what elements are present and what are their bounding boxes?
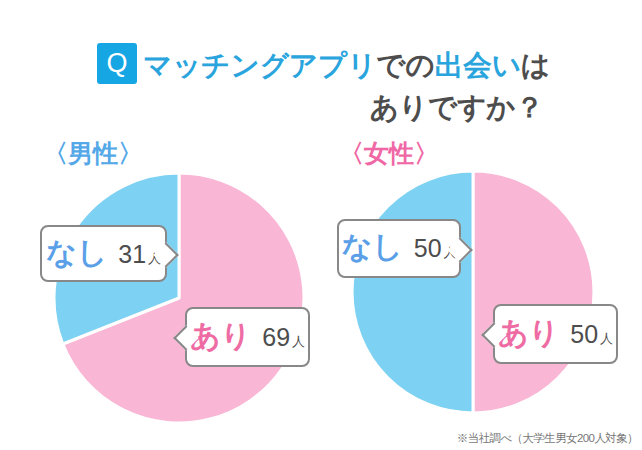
callout-women-ari: あり 50 人: [493, 304, 618, 364]
callout-label: あり: [190, 309, 251, 363]
callout-value: 50: [414, 234, 442, 263]
callout-value: 69: [262, 323, 290, 352]
chart-heading-men: 〈男性〉: [43, 137, 143, 170]
title-part-0: マッチングアプリ: [143, 49, 376, 81]
pie-chart-men: [50, 169, 308, 427]
chart-heading-women: 〈女性〉: [339, 137, 439, 170]
question-title: マッチングアプリでの出会いは ありですか？: [143, 44, 544, 128]
callout-value: 50: [570, 320, 598, 349]
callout-unit: 人: [292, 333, 305, 351]
title-line-1: マッチングアプリでの出会いは: [143, 44, 544, 86]
title-part-3: は: [521, 49, 550, 81]
question-badge: Q: [97, 43, 137, 84]
title-part-1: での: [376, 49, 434, 81]
callout-label: あり: [498, 306, 559, 360]
callout-women-nashi: なし 50 人: [337, 219, 461, 278]
survey-footnote: ※当社調べ（大学生男女200人対象）: [457, 431, 638, 446]
pie-chart-women: [348, 167, 598, 417]
pie-slice-0: [473, 171, 594, 413]
callout-label: なし: [341, 221, 402, 272]
title-part-2: 出会い: [435, 49, 521, 81]
callout-men-nashi: なし 31 人: [40, 225, 167, 282]
callout-unit: 人: [600, 330, 613, 348]
callout-men-ari: あり 69 人: [185, 307, 310, 367]
title-line-2: ありですか？: [143, 86, 544, 128]
pie-slice-1: [352, 171, 473, 413]
callout-label: なし: [46, 227, 107, 278]
callout-value: 31: [118, 240, 146, 269]
